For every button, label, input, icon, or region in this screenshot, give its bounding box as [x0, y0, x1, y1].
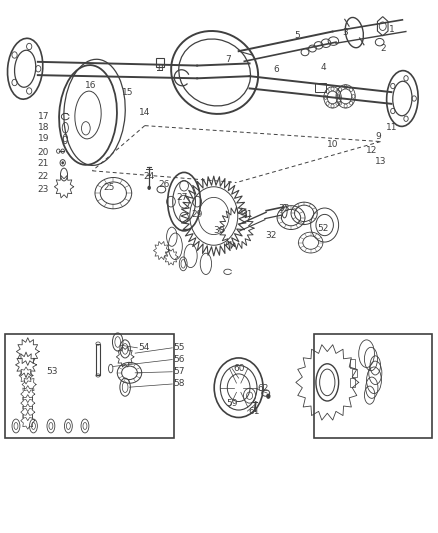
- Text: 13: 13: [375, 157, 386, 166]
- Text: 56: 56: [173, 355, 184, 364]
- Text: 7: 7: [225, 55, 231, 63]
- Text: 16: 16: [85, 81, 97, 90]
- Text: 61: 61: [248, 407, 260, 416]
- Text: 15: 15: [122, 87, 133, 96]
- Text: 14: 14: [139, 108, 151, 117]
- Text: 29: 29: [191, 211, 203, 220]
- Bar: [5, 334, 174, 438]
- Text: 21: 21: [38, 159, 49, 168]
- Text: 30: 30: [213, 227, 225, 236]
- Circle shape: [148, 185, 151, 190]
- Text: 8: 8: [157, 64, 163, 72]
- Text: 22: 22: [38, 172, 49, 181]
- Bar: [352, 368, 357, 377]
- Text: 19: 19: [38, 134, 49, 143]
- Text: 31: 31: [242, 210, 253, 219]
- Bar: [155, 58, 163, 67]
- Text: 23: 23: [38, 185, 49, 194]
- Bar: [350, 378, 355, 386]
- Text: 17: 17: [38, 111, 49, 120]
- Bar: [350, 359, 355, 368]
- Text: 32: 32: [265, 231, 276, 240]
- Bar: [314, 334, 432, 438]
- Text: 54: 54: [138, 343, 150, 352]
- Text: 26: 26: [159, 180, 170, 189]
- Text: 10: 10: [327, 140, 338, 149]
- Bar: [96, 344, 100, 375]
- Text: 12: 12: [366, 146, 378, 155]
- Text: 11: 11: [386, 123, 397, 132]
- Text: 55: 55: [173, 343, 184, 352]
- Text: 62: 62: [257, 384, 268, 393]
- Text: 53: 53: [46, 367, 58, 376]
- Circle shape: [61, 161, 64, 165]
- Text: 58: 58: [173, 379, 184, 389]
- Text: 18: 18: [38, 123, 49, 132]
- Text: 1: 1: [389, 26, 394, 35]
- Circle shape: [266, 393, 271, 399]
- Text: 20: 20: [38, 148, 49, 157]
- Text: 57: 57: [173, 367, 184, 376]
- Text: 3: 3: [343, 28, 349, 37]
- Text: 52: 52: [317, 224, 328, 233]
- Text: 59: 59: [226, 399, 238, 408]
- Text: 6: 6: [273, 66, 279, 74]
- Text: 33: 33: [278, 204, 290, 213]
- Text: 24: 24: [144, 172, 155, 181]
- Text: 9: 9: [375, 132, 381, 141]
- Text: 25: 25: [103, 183, 115, 192]
- Circle shape: [254, 409, 257, 412]
- Bar: [315, 83, 326, 92]
- Text: 27: 27: [176, 193, 187, 202]
- Text: 60: 60: [233, 364, 244, 373]
- Text: 4: 4: [321, 63, 327, 71]
- Text: 5: 5: [295, 31, 300, 40]
- Text: 2: 2: [380, 44, 385, 53]
